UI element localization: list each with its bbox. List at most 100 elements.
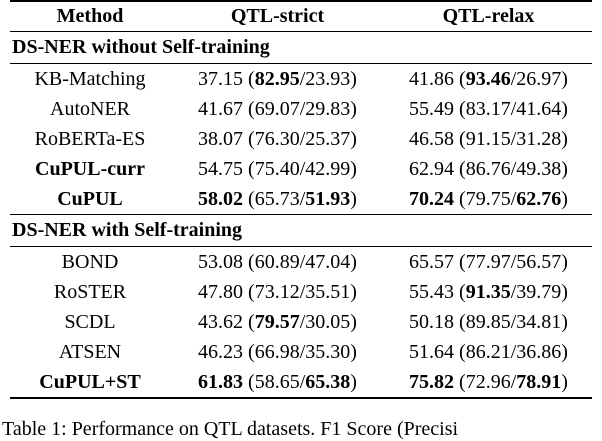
- cell-text: (65.73/: [243, 187, 306, 210]
- cell-text: BOND: [61, 250, 119, 273]
- score-cell: 53.08 (60.89/47.04): [170, 247, 385, 278]
- cell-text: 50.18 (89.85/34.81): [409, 310, 568, 333]
- cell-text: RoSTER: [53, 280, 127, 303]
- method-cell: CuPUL-curr: [10, 154, 170, 184]
- cell-text: /30.05): [299, 310, 357, 333]
- score-cell: 62.94 (86.76/49.38): [385, 154, 592, 184]
- cell-text: 46.23 (66.98/35.30): [198, 340, 357, 363]
- score-cell: 61.83 (58.65/65.38): [170, 367, 385, 398]
- score-cell: 70.24 (79.75/62.76): [385, 184, 592, 215]
- cell-text: ): [350, 187, 357, 210]
- cell-text: ): [350, 370, 357, 393]
- data-row: CuPUL-curr 54.75 (75.40/42.99) 62.94 (86.7…: [10, 154, 592, 184]
- cell-text: 93.46: [465, 67, 511, 90]
- cell-text: 75.82: [409, 370, 455, 393]
- cell-text: 78.91: [516, 370, 562, 393]
- score-cell: 41.86 (93.46/26.97): [385, 64, 592, 95]
- cell-text: ATSEN: [58, 340, 122, 363]
- header-row: Method QTL-strict QTL-relax: [10, 1, 592, 32]
- method-cell: BOND: [10, 247, 170, 278]
- data-row: BOND 53.08 (60.89/47.04) 65.57 (77.97/56.5…: [10, 247, 592, 278]
- score-cell: 54.75 (75.40/42.99): [170, 154, 385, 184]
- score-cell: 58.02 (65.73/51.93): [170, 184, 385, 215]
- results-table: Method QTL-strict QTL-relax DS-NER witho…: [10, 0, 592, 399]
- section-title: DS-NER with Self-training: [10, 214, 592, 247]
- score-cell: 37.15 (82.95/23.93): [170, 64, 385, 95]
- cell-text: (79.75/: [454, 187, 517, 210]
- method-cell: ATSEN: [10, 337, 170, 367]
- cell-text: (58.65/: [243, 370, 306, 393]
- cell-text: ): [561, 370, 568, 393]
- score-cell: 51.64 (86.21/36.86): [385, 337, 592, 367]
- section-row: DS-NER without Self-training: [10, 31, 592, 64]
- cell-text: 58.02: [198, 187, 244, 210]
- cell-text: 55.43 (: [409, 280, 466, 303]
- cell-text: 91.35: [465, 280, 511, 303]
- method-cell: KB-Matching: [10, 64, 170, 95]
- header-cell: QTL-strict: [170, 1, 385, 32]
- cell-text: (72.96/: [454, 370, 517, 393]
- data-row: ATSEN 46.23 (66.98/35.30) 51.64 (86.21/36.…: [10, 337, 592, 367]
- score-cell: 75.82 (72.96/78.91): [385, 367, 592, 398]
- method-cell: SCDL: [10, 307, 170, 337]
- cell-text: 38.07 (76.30/25.37): [198, 127, 357, 150]
- header-cell: QTL-relax: [385, 1, 592, 32]
- cell-text: 62.76: [516, 187, 562, 210]
- score-cell: 55.49 (83.17/41.64): [385, 94, 592, 124]
- method-cell: CuPUL+ST: [10, 367, 170, 398]
- table-body: DS-NER without Self-training KB-Matching 3…: [10, 31, 592, 399]
- score-cell: 41.67 (69.07/29.83): [170, 94, 385, 124]
- header-cell: Method: [10, 1, 170, 32]
- data-row: AutoNER 41.67 (69.07/29.83) 55.49 (83.17/4…: [10, 94, 592, 124]
- section-title: DS-NER without Self-training: [10, 31, 592, 64]
- cell-text: 70.24: [409, 187, 455, 210]
- data-row: CuPUL+ST 61.83 (58.65/65.38) 75.82 (72.96/…: [10, 367, 592, 398]
- cell-text: 65.38: [305, 370, 351, 393]
- cell-text: 51.64 (86.21/36.86): [409, 340, 568, 363]
- data-row: RoSTER 47.80 (73.12/35.51) 55.43 (91.35/39…: [10, 277, 592, 307]
- cell-text: 82.95: [254, 67, 300, 90]
- cell-text: /39.79): [510, 280, 568, 303]
- data-row: RoBERTa-ES 38.07 (76.30/25.37) 46.58 (91.1…: [10, 124, 592, 154]
- table-head: Method QTL-strict QTL-relax: [10, 1, 592, 32]
- cell-text: 51.93: [305, 187, 351, 210]
- cell-text: 47.80 (73.12/35.51): [198, 280, 357, 303]
- cell-text: 53.08 (60.89/47.04): [198, 250, 357, 273]
- cell-text: 54.75 (75.40/42.99): [198, 157, 357, 180]
- score-cell: 46.23 (66.98/35.30): [170, 337, 385, 367]
- cell-text: 55.49 (83.17/41.64): [409, 97, 568, 120]
- score-cell: 50.18 (89.85/34.81): [385, 307, 592, 337]
- cell-text: RoBERTa-ES: [34, 127, 146, 150]
- method-cell: AutoNER: [10, 94, 170, 124]
- cell-text: /23.93): [299, 67, 357, 90]
- cell-text: 65.57 (77.97/56.57): [409, 250, 568, 273]
- score-cell: 38.07 (76.30/25.37): [170, 124, 385, 154]
- method-cell: CuPUL: [10, 184, 170, 215]
- cell-text: SCDL: [64, 310, 116, 333]
- cell-text: 79.57: [254, 310, 300, 333]
- score-cell: 47.80 (73.12/35.51): [170, 277, 385, 307]
- cell-text: 62.94 (86.76/49.38): [409, 157, 568, 180]
- cell-text: KB-Matching: [34, 67, 146, 90]
- data-row: SCDL 43.62 (79.57/30.05) 50.18 (89.85/34.8…: [10, 307, 592, 337]
- score-cell: 55.43 (91.35/39.79): [385, 277, 592, 307]
- cell-text: 43.62 (: [198, 310, 255, 333]
- cell-text: CuPUL+ST: [39, 370, 141, 393]
- cell-text: CuPUL-curr: [35, 157, 145, 180]
- cell-text: 37.15 (: [198, 67, 255, 90]
- section-row: DS-NER with Self-training: [10, 214, 592, 247]
- data-row: CuPUL 58.02 (65.73/51.93) 70.24 (79.75/62.…: [10, 184, 592, 215]
- page: Method QTL-strict QTL-relax DS-NER witho…: [2, 0, 592, 440]
- cell-text: ): [561, 187, 568, 210]
- cell-text: 41.86 (: [409, 67, 466, 90]
- score-cell: 46.58 (91.15/31.28): [385, 124, 592, 154]
- score-cell: 43.62 (79.57/30.05): [170, 307, 385, 337]
- score-cell: 65.57 (77.97/56.57): [385, 247, 592, 278]
- method-cell: RoBERTa-ES: [10, 124, 170, 154]
- data-row: KB-Matching 37.15 (82.95/23.93) 41.86 (93.…: [10, 64, 592, 95]
- caption: Table 1: Performance on QTL datasets. F1…: [2, 418, 459, 440]
- cell-text: AutoNER: [50, 97, 130, 120]
- cell-text: 41.67 (69.07/29.83): [198, 97, 357, 120]
- cell-text: 46.58 (91.15/31.28): [409, 127, 568, 150]
- method-cell: RoSTER: [10, 277, 170, 307]
